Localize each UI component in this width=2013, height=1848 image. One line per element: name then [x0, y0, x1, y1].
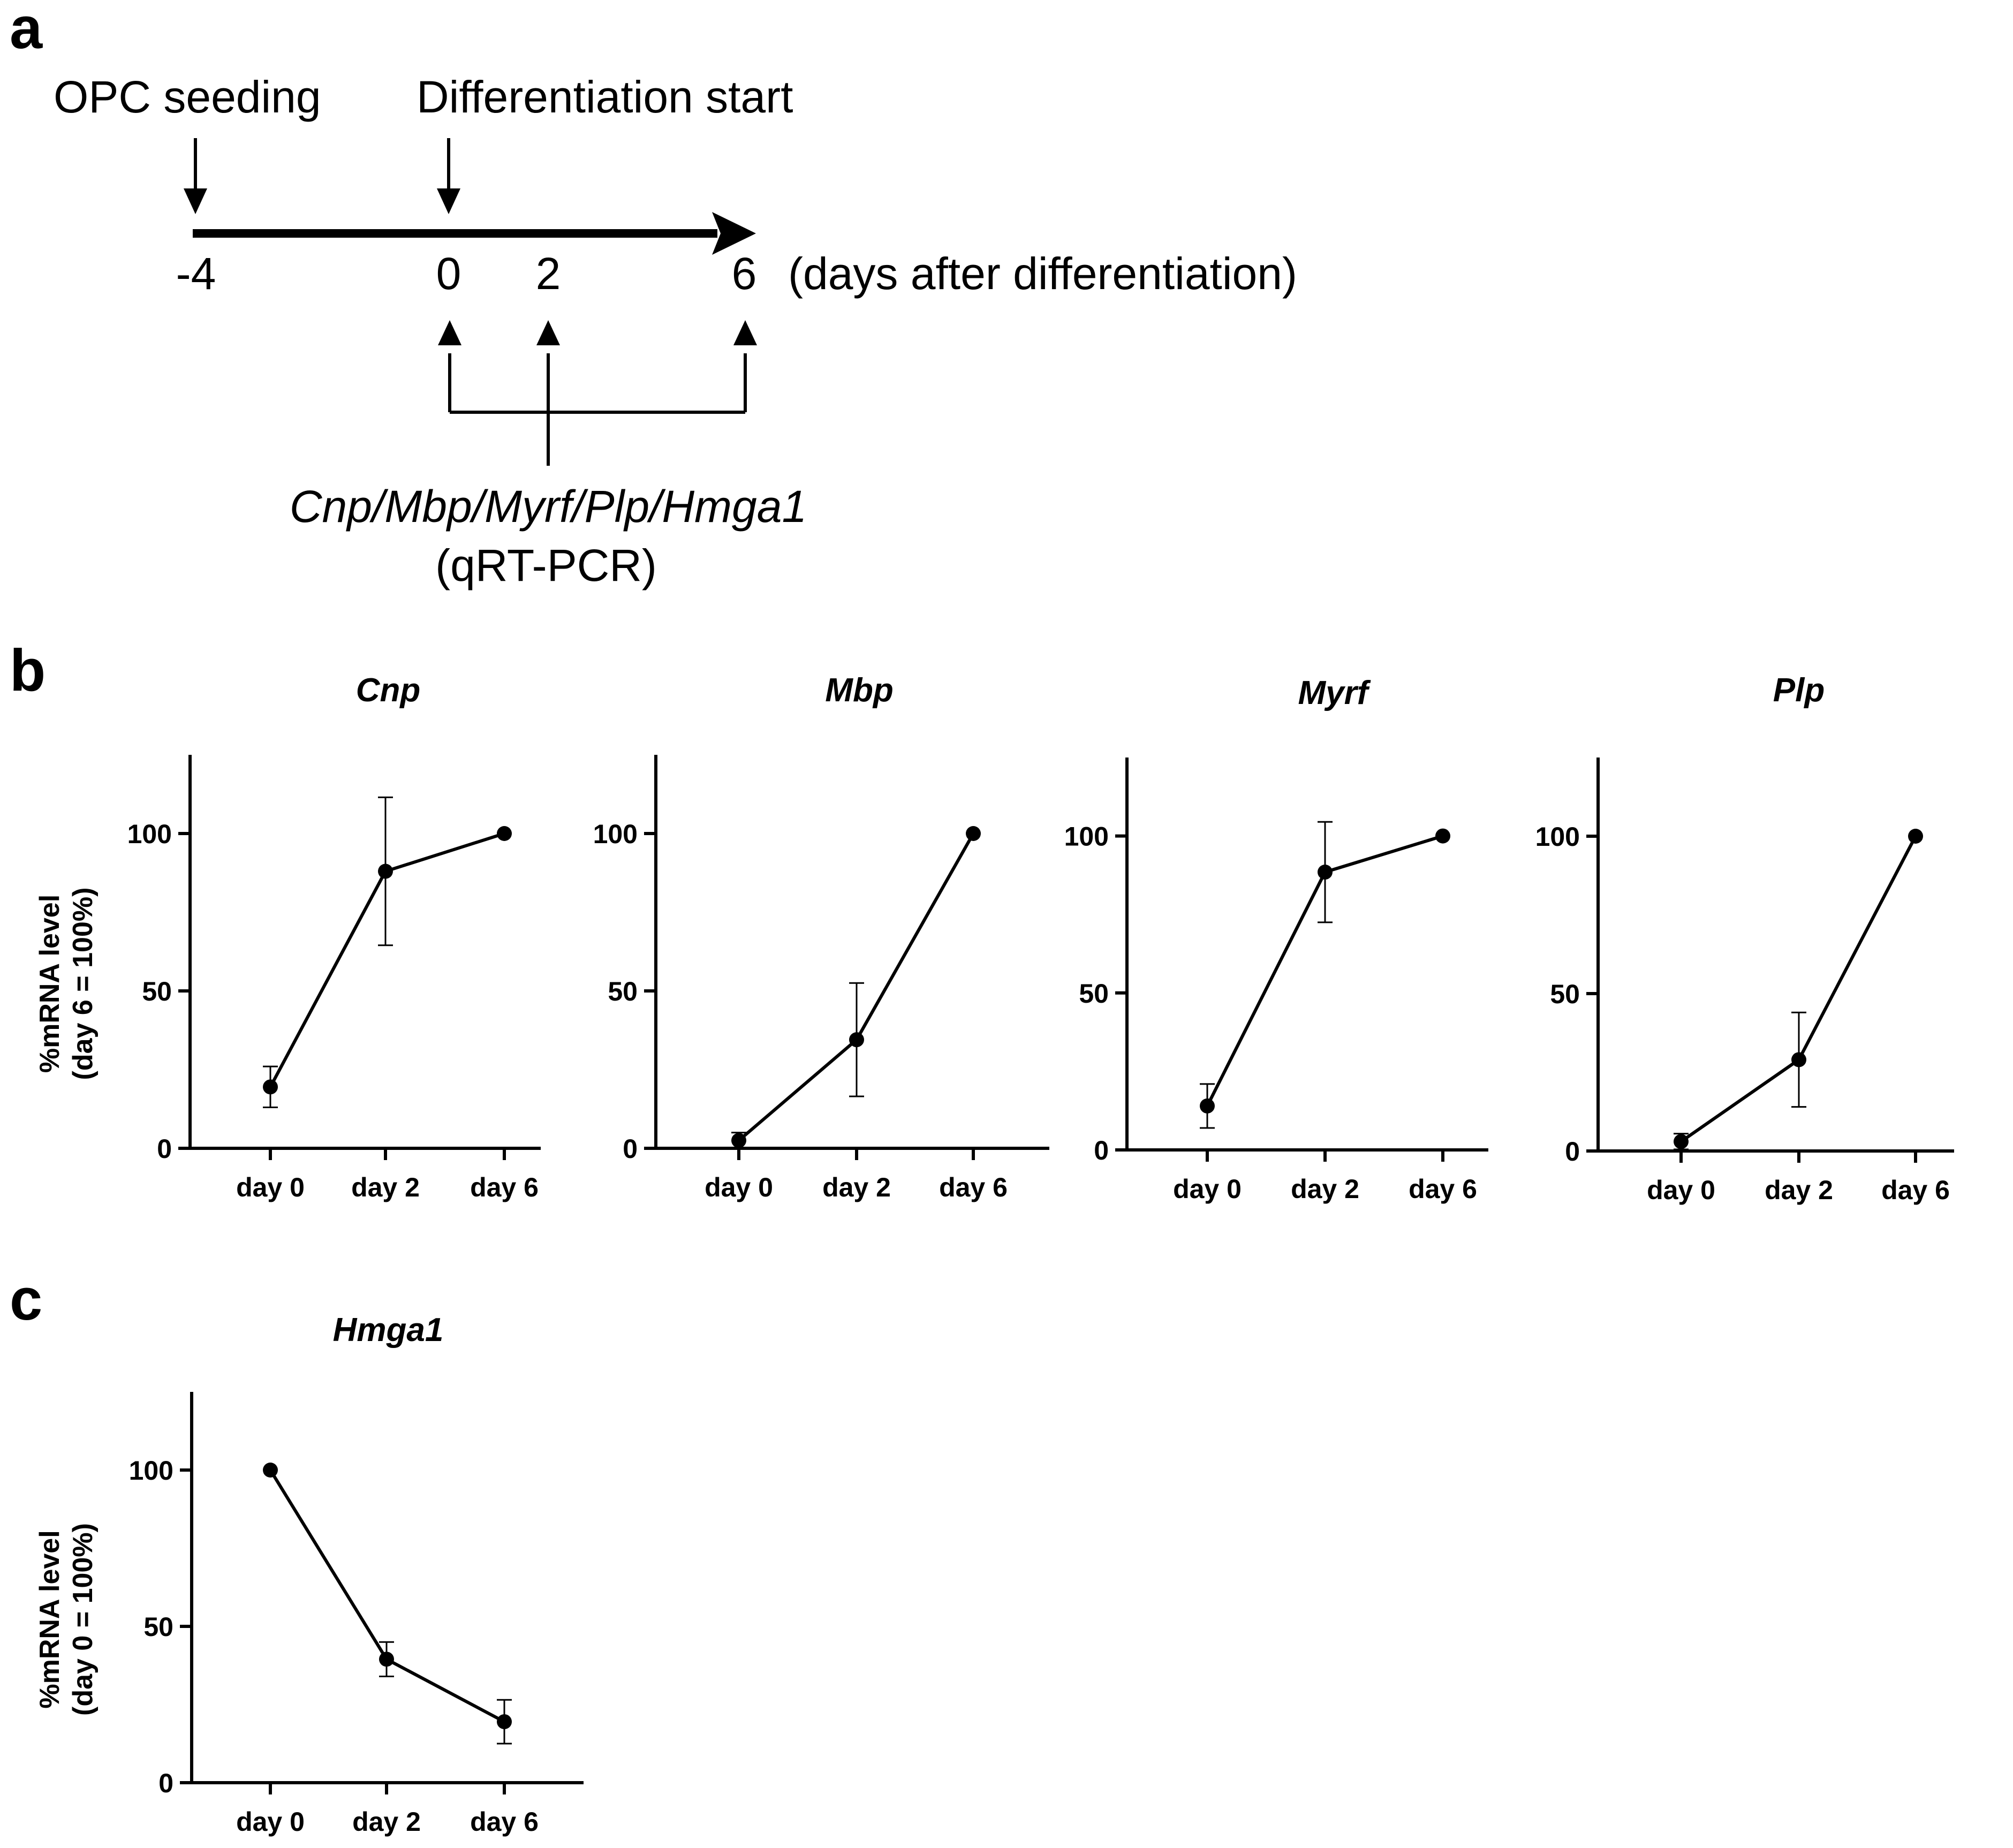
chart-hmga1: Hmga1 0 50 100 day 0 day 2 day 6 %mRNA level(da… [34, 1312, 584, 1837]
data-point [263, 1079, 278, 1095]
y-tick-label: 100 [1535, 822, 1580, 852]
y-tick-label: 100 [129, 1456, 173, 1486]
panel-letter-b: b [10, 638, 46, 703]
timeline-axis-arrow-icon [193, 212, 756, 255]
arrow-opc-seeding-icon [184, 138, 207, 214]
data-point [1908, 829, 1923, 844]
y-axis-label: %mRNA level(day 6 = 100%) [34, 888, 99, 1080]
y-axis-label-line: %mRNA level [34, 1530, 65, 1708]
chart-title: Hmga1 [333, 1312, 444, 1349]
x-tick-label: day 2 [822, 1172, 891, 1202]
event-differentiation-start: Differentiation start [417, 72, 793, 122]
data-point [263, 1463, 278, 1478]
y-axis-label: %mRNA level(day 0 = 100%) [34, 1523, 99, 1716]
y-tick-label: 50 [1550, 979, 1580, 1009]
arrow-differentiation-icon [437, 138, 460, 214]
y-tick-label: 50 [142, 976, 172, 1006]
data-point [1200, 1098, 1215, 1114]
y-tick-label: 100 [593, 819, 638, 849]
y-tick-label: 0 [158, 1768, 173, 1798]
y-tick-label: 0 [1565, 1137, 1580, 1167]
genes-label: Cnp/Mbp/Myrf/Plp/Hmga1 [290, 481, 807, 532]
data-point [497, 826, 512, 841]
x-tick-label: day 2 [352, 1807, 421, 1837]
chart-cnp: Cnp 0 50 100 day 0 day 2 day 6 %mRNA level(day … [34, 672, 541, 1202]
sampling-bracket [438, 320, 757, 466]
x-tick-label: day 0 [1647, 1175, 1715, 1205]
x-tick-label: day 6 [470, 1172, 539, 1202]
data-point [1435, 828, 1450, 844]
data-point [378, 864, 393, 879]
chart-myrf: Myrf 0 50 100 day 0 day 2 day 6 [1064, 675, 1488, 1204]
x-tick-label: day 2 [351, 1172, 420, 1202]
chart-title: Mbp [825, 672, 893, 709]
y-tick-label: 100 [127, 819, 172, 849]
chart-title: Plp [1773, 672, 1825, 709]
data-point [1791, 1052, 1806, 1067]
data-point [1318, 865, 1333, 880]
y-axis-label-line: %mRNA level [34, 895, 65, 1073]
y-tick-label: 100 [1064, 822, 1109, 852]
x-tick-label: day 0 [1173, 1174, 1242, 1204]
y-tick-label: 0 [1094, 1135, 1109, 1165]
y-tick-label: 50 [143, 1612, 173, 1642]
y-tick-label: 50 [1079, 979, 1109, 1009]
x-tick-label: day 6 [939, 1172, 1008, 1202]
data-point [497, 1714, 512, 1730]
timeline-tick-minus4: -4 [176, 248, 216, 299]
y-axis-label-line: (day 0 = 100%) [67, 1523, 99, 1716]
y-tick-label: 0 [623, 1134, 638, 1164]
method-label: (qRT-PCR) [435, 540, 657, 590]
x-tick-label: day 2 [1765, 1175, 1833, 1205]
data-point [731, 1133, 746, 1148]
data-point [379, 1652, 394, 1667]
event-opc-seeding: OPC seeding [54, 72, 321, 122]
x-tick-label: day 6 [1409, 1174, 1477, 1204]
x-tick-label: day 0 [236, 1807, 305, 1837]
chart-mbp: Mbp 0 50 100 day 0 day 2 day 6 [593, 672, 1049, 1202]
x-tick-label: day 2 [1291, 1174, 1359, 1204]
x-tick-label: day 6 [470, 1807, 539, 1837]
x-tick-label: day 0 [705, 1172, 773, 1202]
y-tick-label: 0 [157, 1134, 172, 1164]
timeline-tick-6: 6 [732, 248, 757, 299]
x-tick-label: day 0 [236, 1172, 305, 1202]
chart-title: Myrf [1298, 675, 1371, 711]
x-tick-label: day 6 [1881, 1175, 1950, 1205]
data-point [1674, 1134, 1689, 1149]
timeline-unit-label: (days after differentiation) [788, 248, 1297, 299]
series-line [269, 1469, 505, 1723]
panel-letter-a: a [10, 0, 43, 61]
timeline-tick-2: 2 [536, 248, 561, 299]
data-point [966, 826, 981, 841]
panel-letter-c: c [10, 1267, 42, 1332]
chart-title: Cnp [356, 672, 421, 709]
timeline-panel: a OPC seeding Differentiation start -4 0… [10, 0, 1297, 590]
timeline-tick-0: 0 [436, 248, 461, 299]
y-axis-label-line: (day 6 = 100%) [67, 888, 99, 1080]
chart-plp: Plp 0 50 100 day 0 day 2 day 6 [1535, 672, 1954, 1205]
data-point [849, 1032, 864, 1048]
y-tick-label: 50 [608, 976, 638, 1006]
